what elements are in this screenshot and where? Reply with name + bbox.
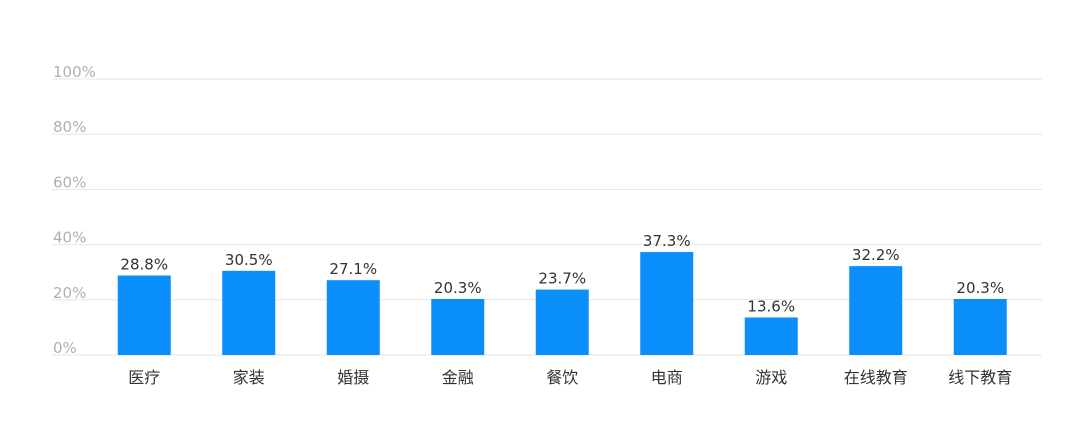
bar — [640, 252, 694, 355]
y-tick-label: 40% — [53, 229, 86, 247]
x-tick-label: 在线教育 — [844, 368, 908, 387]
y-tick-label: 100% — [53, 63, 96, 81]
y-tick-label: 0% — [53, 339, 77, 357]
bar — [849, 266, 903, 355]
bar — [117, 275, 171, 355]
x-axis-labels: 医疗 家装 婚摄 金融 餐饮 电商 游戏 在线教育 线下教育 — [128, 368, 1012, 387]
x-tick-label: 游戏 — [755, 368, 787, 387]
x-tick-label: 医疗 — [128, 368, 160, 387]
bar — [535, 289, 589, 355]
y-axis-ticks: 0% 20% 40% 60% 80% 100% — [53, 63, 96, 357]
data-labels: 28.8% 30.5% 27.1% 20.3% 23.7% 37.3% 13.6% 32.2%… — [120, 232, 1004, 315]
data-label: 32.2% — [852, 246, 900, 264]
data-label: 27.1% — [329, 260, 377, 278]
y-tick-label: 60% — [53, 173, 86, 191]
data-label: 30.5% — [225, 251, 273, 269]
bar — [953, 298, 1007, 355]
bars — [117, 252, 1007, 355]
data-label: 13.6% — [747, 297, 795, 315]
x-tick-label: 餐饮 — [546, 368, 578, 387]
x-tick-label: 婚摄 — [337, 368, 369, 387]
x-tick-label: 电商 — [651, 368, 683, 387]
y-tick-label: 80% — [53, 118, 86, 136]
y-tick-label: 20% — [53, 284, 86, 302]
x-tick-label: 家装 — [233, 368, 265, 387]
data-label: 20.3% — [956, 279, 1004, 297]
bar — [326, 280, 380, 355]
data-label: 28.8% — [120, 256, 168, 274]
data-label: 20.3% — [434, 279, 482, 297]
bar — [431, 298, 485, 355]
data-label: 37.3% — [643, 232, 691, 250]
data-label: 23.7% — [538, 270, 586, 288]
bar — [744, 317, 798, 355]
x-tick-label: 线下教育 — [948, 368, 1012, 387]
bar — [222, 270, 276, 355]
x-tick-label: 金融 — [442, 368, 474, 387]
